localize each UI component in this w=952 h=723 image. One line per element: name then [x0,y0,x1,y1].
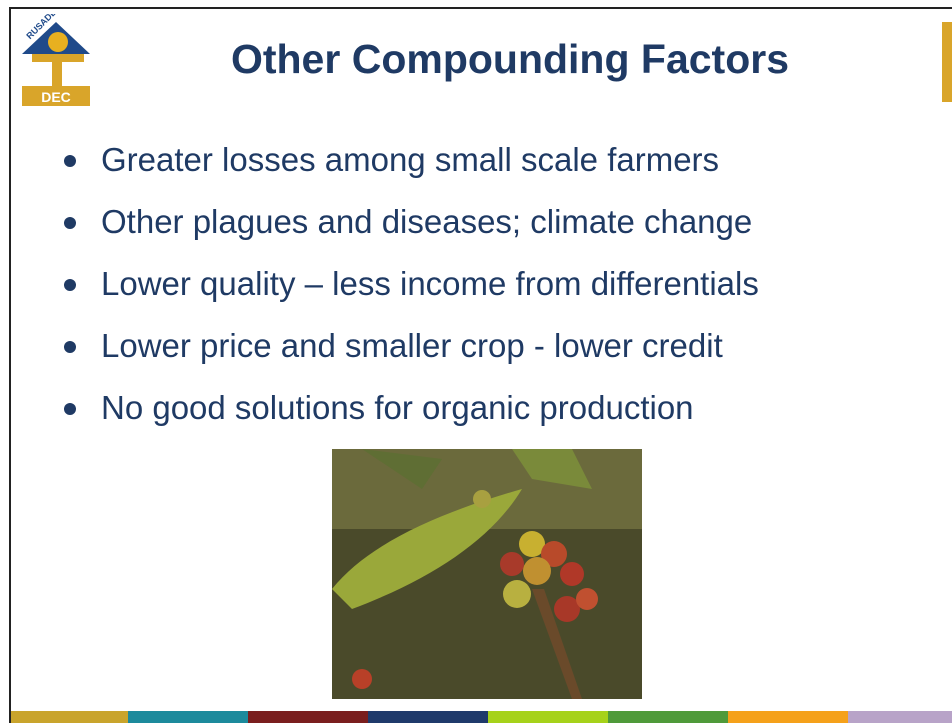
bullet: Lower quality – less income from differe… [58,259,759,321]
accent-bar [942,22,952,102]
slide-frame [9,7,952,723]
color-band [128,711,248,723]
berries [352,490,598,689]
color-band [608,711,728,723]
bullet-list: Greater losses among small scale farmers… [58,135,759,445]
color-band [248,711,368,723]
leaf [512,449,592,489]
color-band [11,711,128,723]
logo-base [22,86,90,106]
slide-title: Other Compounding Factors [230,36,790,82]
logo: RUSADES DEC [22,14,90,106]
logo-stem [52,58,62,90]
color-band [848,711,952,723]
branch [532,589,582,699]
logo-label: DEC [41,89,71,105]
leaf [332,489,522,609]
logo-sun [48,32,68,52]
color-band [488,711,608,723]
color-band [728,711,848,723]
coffee-photo [332,449,642,699]
leaf [362,449,442,489]
bullet: Lower price and smaller crop - lower cre… [58,321,759,383]
color-band [368,711,488,723]
bullet: Other plagues and diseases; climate chan… [58,197,759,259]
bullet: No good solutions for organic production [58,383,759,445]
bullet: Greater losses among small scale farmers [58,135,759,197]
